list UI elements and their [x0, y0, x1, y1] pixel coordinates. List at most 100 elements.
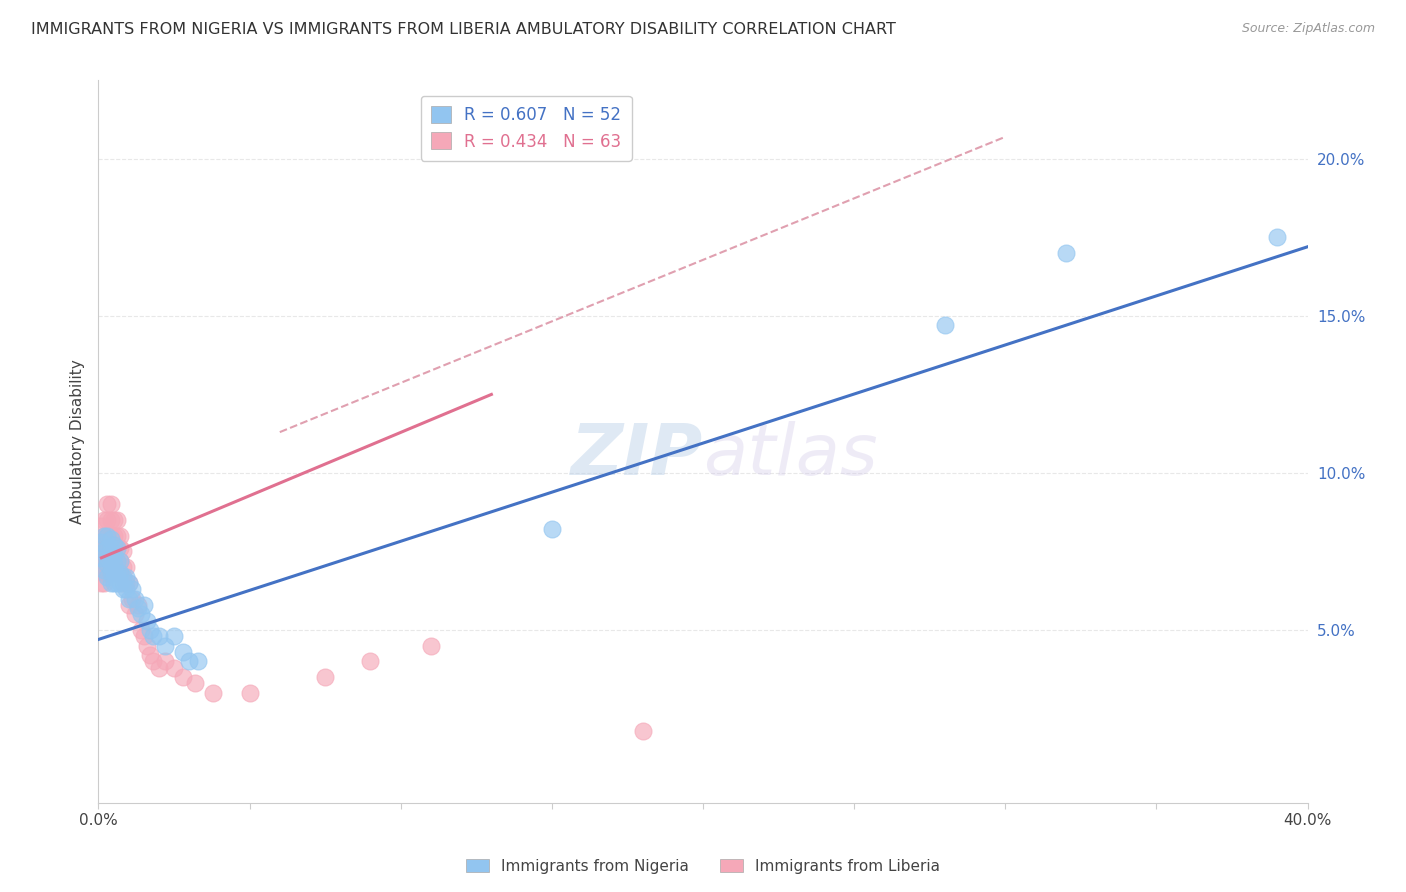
Text: atlas: atlas [703, 422, 877, 491]
Point [360, 655, 382, 669]
Point [93, 529, 115, 543]
Point [100, 575, 122, 590]
Point [114, 569, 136, 583]
Point [108, 529, 131, 543]
Point [129, 607, 152, 622]
Point [90, 535, 112, 549]
Point [420, 639, 443, 653]
Point [108, 554, 131, 568]
Point [93, 575, 115, 590]
Text: IMMIGRANTS FROM NIGERIA VS IMMIGRANTS FROM LIBERIA AMBULATORY DISABILITY CORRELA: IMMIGRANTS FROM NIGERIA VS IMMIGRANTS FR… [31, 22, 896, 37]
Point [148, 661, 170, 675]
Point [139, 648, 162, 662]
Point [132, 598, 155, 612]
Point [93, 554, 115, 568]
Point [105, 554, 128, 568]
Point [153, 639, 176, 653]
Point [934, 318, 956, 333]
Point [132, 629, 155, 643]
Point [93, 544, 115, 558]
Point [96, 566, 118, 581]
Point [179, 655, 201, 669]
Legend: R = 0.607   N = 52, R = 0.434   N = 63: R = 0.607 N = 52, R = 0.434 N = 63 [422, 95, 631, 161]
Point [108, 575, 131, 590]
Point [103, 529, 125, 543]
Point [100, 566, 122, 581]
Point [90, 560, 112, 574]
Point [96, 554, 118, 568]
Point [163, 661, 186, 675]
Point [90, 535, 112, 549]
Point [105, 541, 128, 556]
Point [142, 655, 165, 669]
Point [187, 655, 209, 669]
Point [111, 575, 134, 590]
Point [96, 513, 118, 527]
Point [105, 566, 128, 581]
Point [96, 569, 118, 583]
Point [93, 563, 115, 577]
Point [118, 591, 141, 606]
Point [108, 566, 131, 581]
Point [111, 582, 134, 597]
Point [93, 513, 115, 527]
Point [127, 598, 149, 612]
Point [90, 550, 112, 565]
Point [111, 569, 134, 583]
Point [90, 550, 112, 565]
Point [540, 523, 562, 537]
Point [118, 575, 141, 590]
Point [103, 554, 125, 568]
Point [100, 541, 122, 556]
Point [96, 497, 118, 511]
Point [100, 513, 122, 527]
Point [96, 529, 118, 543]
Point [103, 575, 125, 590]
Legend: Immigrants from Nigeria, Immigrants from Liberia: Immigrants from Nigeria, Immigrants from… [460, 853, 946, 880]
Point [121, 582, 143, 597]
Point [100, 529, 122, 543]
Point [105, 529, 128, 543]
Point [103, 566, 125, 581]
Y-axis label: Ambulatory Disability: Ambulatory Disability [69, 359, 84, 524]
Point [124, 591, 146, 606]
Point [96, 557, 118, 571]
Text: Source: ZipAtlas.com: Source: ZipAtlas.com [1241, 22, 1375, 36]
Point [100, 550, 122, 565]
Point [90, 519, 112, 533]
Point [153, 655, 176, 669]
Point [114, 582, 136, 597]
Point [105, 513, 128, 527]
Point [103, 513, 125, 527]
Point [1054, 246, 1077, 260]
Point [135, 639, 157, 653]
Point [202, 686, 225, 700]
Point [114, 575, 136, 590]
Text: ZIP: ZIP [571, 422, 703, 491]
Point [100, 560, 122, 574]
Point [1267, 230, 1289, 244]
Point [93, 541, 115, 556]
Point [96, 550, 118, 565]
Point [100, 554, 122, 568]
Point [93, 566, 115, 581]
Point [148, 629, 170, 643]
Point [142, 629, 165, 643]
Point [105, 541, 128, 556]
Point [127, 601, 149, 615]
Point [124, 607, 146, 622]
Point [90, 575, 112, 590]
Point [121, 591, 143, 606]
Point [96, 529, 118, 543]
Point [111, 544, 134, 558]
Point [184, 676, 207, 690]
Point [314, 670, 336, 684]
Point [239, 686, 262, 700]
Point [100, 532, 122, 546]
Point [96, 541, 118, 556]
Point [93, 529, 115, 543]
Point [163, 629, 186, 643]
Point [105, 575, 128, 590]
Point [114, 560, 136, 574]
Point [100, 497, 122, 511]
